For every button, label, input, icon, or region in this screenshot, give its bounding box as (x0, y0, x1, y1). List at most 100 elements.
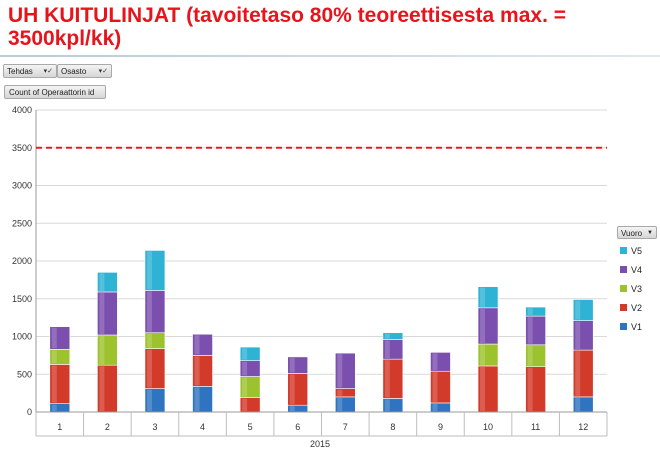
osasto-filter-button[interactable]: Osasto ▾✓ (57, 64, 112, 78)
y-tick-label: 1000 (12, 332, 32, 342)
y-tick-label: 4000 (12, 105, 32, 115)
filter-dropdown-icon: ▾✓ (43, 68, 53, 75)
bar-sheen (527, 317, 533, 344)
osasto-filter-label: Osasto (61, 67, 87, 76)
bar-sheen (527, 367, 533, 411)
x-tick-label: 4 (200, 422, 205, 432)
value-field-label: Count of Operaattorin id (9, 88, 95, 97)
bar-segment-v5 (572, 299, 594, 321)
legend-label: V3 (631, 283, 643, 294)
legend-swatch (620, 304, 627, 311)
bar-segment-v5 (239, 346, 261, 361)
x-tick-label: 6 (295, 422, 300, 432)
bar-sheen (337, 397, 343, 411)
legend-label: V5 (631, 245, 643, 256)
x-axis-label: 2015 (310, 439, 330, 449)
filter-dropdown-icon: ▾✓ (98, 68, 108, 75)
bar-sheen (480, 287, 486, 307)
bar-sheen (242, 398, 248, 411)
chart-gridlines (36, 109, 607, 413)
bar-sheen (99, 335, 105, 365)
bar-segment-v5 (382, 332, 404, 340)
legend-swatch (620, 285, 627, 292)
bar-sheen (575, 397, 581, 411)
bar-sheen (289, 374, 295, 405)
legend-label: V1 (631, 321, 643, 332)
bar-segment-v4 (334, 352, 356, 389)
bar-sheen (384, 360, 390, 398)
bar-sheen (384, 333, 390, 339)
bar-segment-v5 (144, 250, 166, 291)
x-tick-label: 10 (483, 422, 493, 432)
chart-title: UH KUITULINJAT (tavoitetaso 80% teoreett… (8, 4, 567, 50)
bar-segment-v4 (49, 326, 71, 350)
bar-sheen (289, 406, 295, 411)
tehdas-filter-label: Tehdas (7, 67, 33, 76)
bar-sheen (384, 399, 390, 411)
bar-sheen (146, 349, 152, 388)
x-tick-label: 2 (105, 422, 110, 432)
x-tick-label: 11 (531, 422, 540, 432)
x-tick-label: 7 (343, 422, 348, 432)
bar-sheen (242, 348, 248, 360)
bar-sheen (194, 387, 200, 411)
bar-sheen (337, 354, 343, 388)
bar-sheen (289, 357, 295, 373)
bar-sheen (146, 389, 152, 411)
bar-sheen (146, 291, 152, 332)
bar-sheen (480, 345, 486, 365)
legend-item-v5: V5 (620, 241, 642, 260)
bar-sheen (51, 327, 57, 349)
y-tick-label: 0 (27, 407, 32, 417)
bar-sheen (242, 361, 248, 376)
legend-item-v4: V4 (620, 260, 642, 279)
bar-sheen (480, 366, 486, 411)
y-tick-label: 2000 (12, 256, 32, 266)
bar-sheen (480, 308, 486, 344)
y-tick-label: 3000 (12, 181, 32, 191)
bar-sheen (194, 356, 200, 386)
bar-sheen (432, 372, 438, 402)
x-tick-label: 5 (248, 422, 253, 432)
x-tick-label: 12 (578, 422, 588, 432)
chart-legend: V5 V4 V3 V2 V1 (620, 241, 642, 336)
bar-sheen (432, 403, 438, 411)
bar-sheen (527, 345, 533, 366)
legend-item-v3: V3 (620, 279, 642, 298)
tehdas-filter-button[interactable]: Tehdas ▾✓ (3, 64, 57, 78)
legend-field-button[interactable]: Vuoro ▼ (617, 226, 657, 239)
x-tick-label: 9 (438, 422, 443, 432)
title-divider (0, 55, 660, 57)
bar-segment-v4 (430, 352, 451, 372)
x-tick-label: 8 (390, 422, 395, 432)
bar-sheen (51, 404, 57, 411)
bar-sheen (99, 292, 105, 334)
bar-sheen (99, 273, 105, 291)
bar-sheen (194, 335, 200, 355)
bar-sheen (51, 350, 57, 364)
bar-sheen (146, 251, 152, 290)
bar-segment-v5 (97, 272, 118, 293)
bar-segment-v4 (192, 333, 213, 356)
bar-sheen (527, 308, 533, 316)
y-tick-label: 500 (17, 369, 32, 379)
value-field-button[interactable]: Count of Operaattorin id (4, 85, 106, 99)
bar-sheen (51, 365, 57, 403)
bar-sheen (432, 353, 438, 371)
legend-swatch (620, 247, 627, 254)
chart-bars (49, 250, 594, 413)
legend-dropdown-icon: ▼ (647, 230, 653, 236)
legend-field-label: Vuoro (621, 229, 643, 238)
x-tick-label: 3 (152, 422, 157, 432)
legend-item-v1: V1 (620, 317, 642, 336)
bar-sheen (99, 366, 105, 411)
bar-sheen (575, 300, 581, 320)
bar-segment-v5 (477, 286, 499, 309)
bar-sheen (337, 389, 343, 396)
legend-label: V4 (631, 264, 643, 275)
legend-item-v2: V2 (620, 298, 642, 317)
legend-label: V2 (631, 302, 643, 313)
y-tick-label: 2500 (12, 218, 32, 228)
